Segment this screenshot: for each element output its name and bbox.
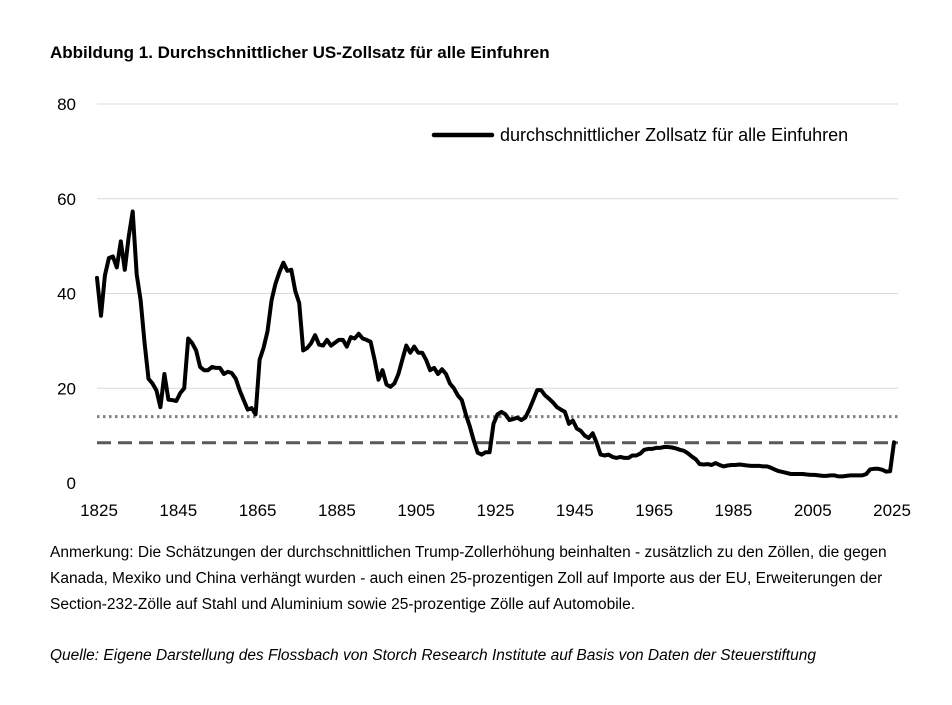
y-tick-label: 40 xyxy=(57,285,76,304)
x-tick-label: 1865 xyxy=(239,501,277,520)
x-tick-label: 1985 xyxy=(715,501,753,520)
legend: durchschnittlicher Zollsatz für alle Ein… xyxy=(431,125,848,145)
x-tick-label: 1905 xyxy=(397,501,435,520)
y-tick-label: 80 xyxy=(57,95,76,114)
x-axis-tick-labels: 1825 1845 1865 1885 1905 1925 1945 1965 1985 2005… xyxy=(80,501,911,520)
x-tick-label: 1845 xyxy=(159,501,197,520)
x-tick-label: 1885 xyxy=(318,501,356,520)
x-tick-label: 2025 xyxy=(873,501,911,520)
y-axis-tick-labels: 0 20 40 60 80 xyxy=(57,95,76,493)
chart-title: Abbildung 1. Durchschnittlicher US-Zolls… xyxy=(50,43,550,62)
y-tick-label: 0 xyxy=(67,474,76,493)
reference-lines xyxy=(97,415,898,445)
legend-label: durchschnittlicher Zollsatz für alle Ein… xyxy=(500,125,848,145)
y-tick-label: 20 xyxy=(57,379,76,398)
chart-source: Quelle: Eigene Darstellung des Flossbach… xyxy=(50,647,816,664)
x-tick-label: 1965 xyxy=(635,501,673,520)
y-tick-label: 60 xyxy=(57,190,76,209)
x-tick-label: 1945 xyxy=(556,501,594,520)
chart-note: Anmerkung: Die Schätzungen der durchschn… xyxy=(50,544,887,613)
x-tick-label: 1925 xyxy=(477,501,515,520)
x-tick-label: 2005 xyxy=(794,501,832,520)
gridlines xyxy=(97,103,898,389)
series-line xyxy=(95,209,896,479)
x-tick-label: 1825 xyxy=(80,501,118,520)
data-series xyxy=(95,209,896,479)
tariff-line-chart: 0 20 40 60 80 1825 1845 1865 1885 1905 1925 1945 19… xyxy=(57,95,911,520)
